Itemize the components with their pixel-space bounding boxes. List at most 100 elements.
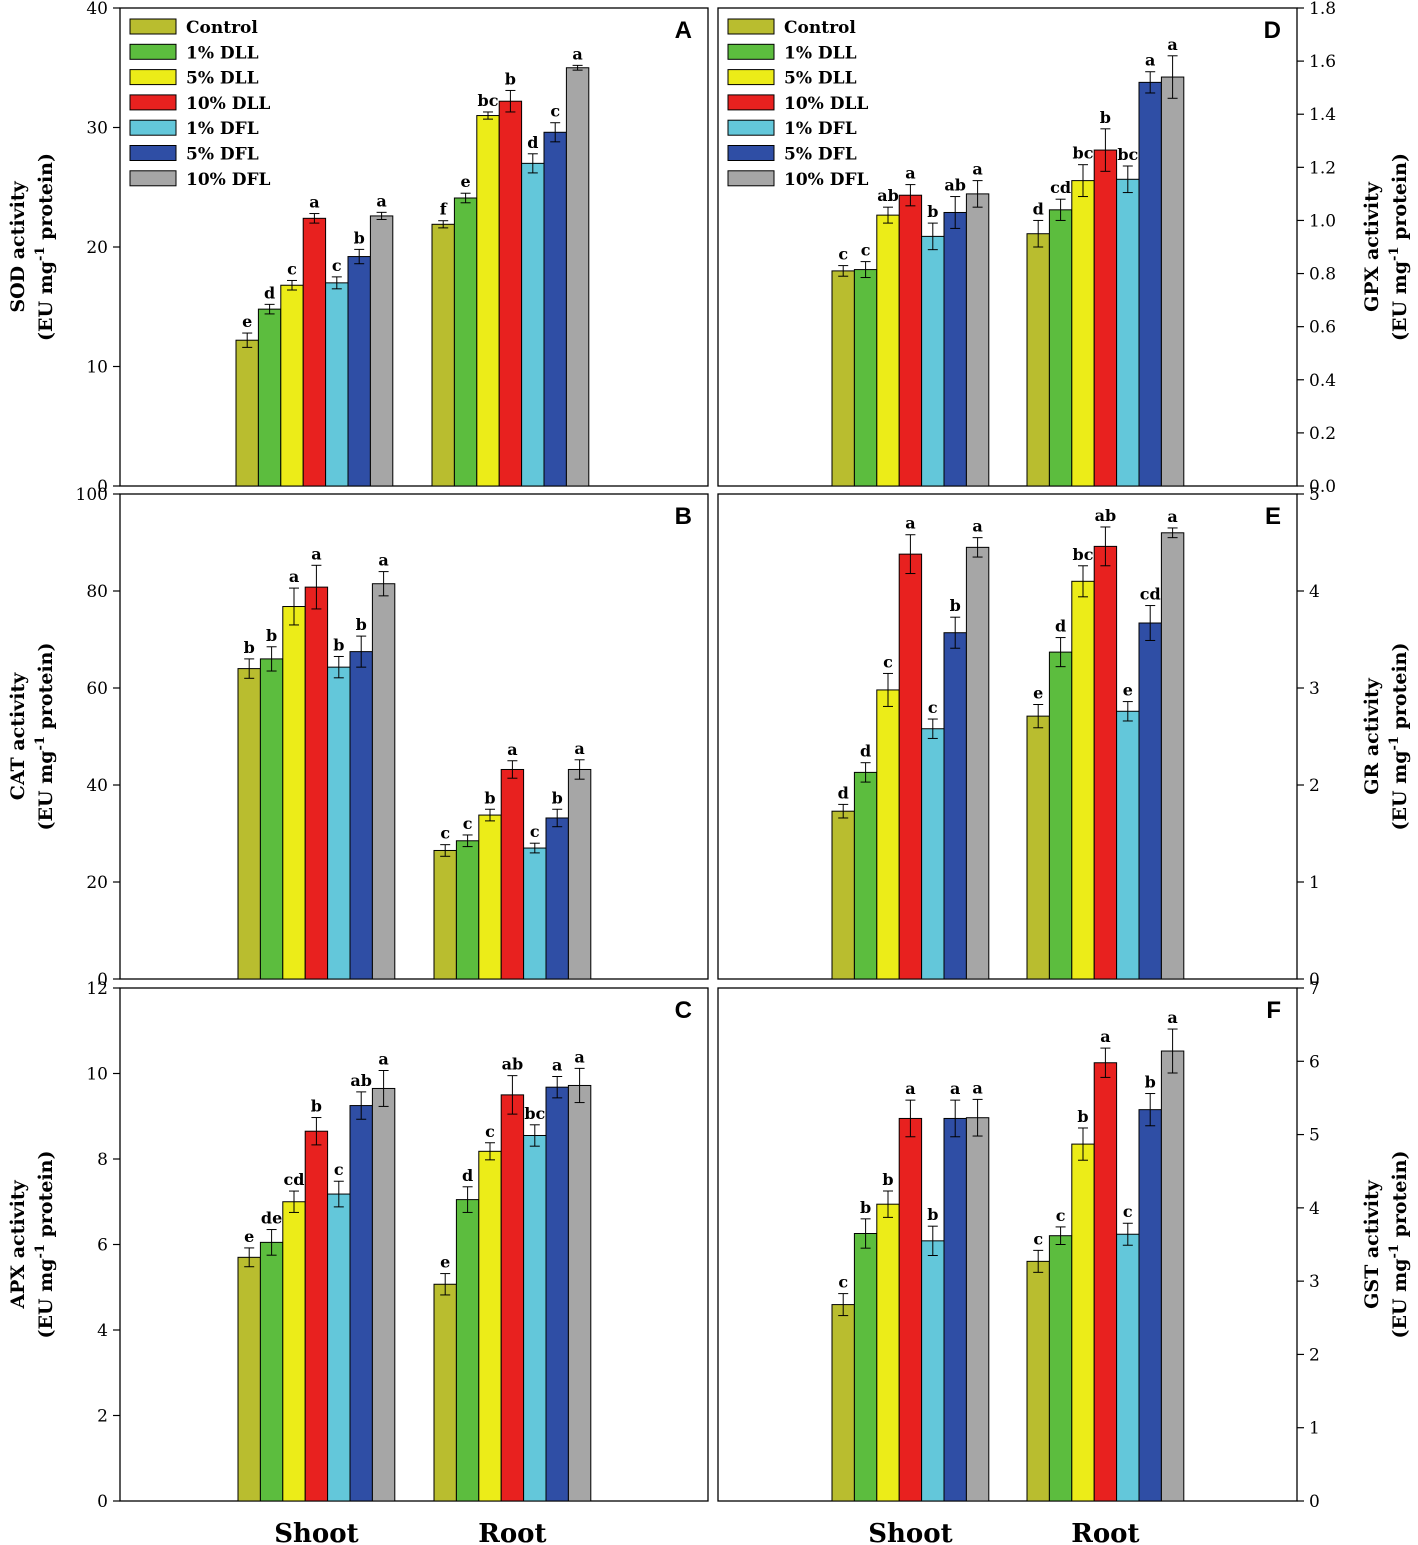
bar — [567, 1084, 592, 1502]
y-axis-title: SOD activity — [7, 180, 29, 312]
y-tick-label: 0.2 — [1309, 424, 1336, 444]
significance-label: b — [354, 228, 365, 247]
legend-label: 10% DLL — [784, 94, 868, 114]
bar — [304, 586, 329, 980]
y-tick-label: 1.0 — [1309, 211, 1336, 231]
significance-label: d — [462, 1166, 473, 1185]
significance-label: de — [261, 1209, 282, 1228]
legend-swatch — [129, 94, 177, 111]
bar — [876, 1203, 900, 1502]
y-tick-label: 3 — [1309, 679, 1320, 699]
significance-label: ab — [1095, 506, 1117, 525]
significance-label: b — [244, 638, 255, 657]
significance-label: bc — [1073, 144, 1094, 163]
legend-swatch — [129, 119, 177, 136]
bar — [282, 1201, 306, 1502]
bar — [259, 658, 284, 980]
significance-label: a — [905, 164, 915, 183]
legend-swatch — [129, 69, 177, 86]
bar — [965, 1117, 990, 1502]
y-axis-unit-sup: -1 — [1387, 1244, 1402, 1258]
y-tick-label: 7 — [1309, 979, 1320, 999]
bar — [1048, 209, 1073, 487]
bar — [943, 1117, 967, 1502]
bar — [521, 162, 545, 487]
bar — [1138, 622, 1162, 980]
y-axis-unit-sup: -1 — [33, 246, 48, 260]
significance-label: c — [334, 1160, 344, 1179]
y-tick-label: 0.0 — [1309, 477, 1336, 497]
y-axis-unit-post: protein) — [35, 643, 57, 736]
significance-label: b — [505, 69, 516, 88]
bar — [543, 131, 567, 487]
significance-label: c — [861, 241, 871, 260]
bar — [965, 546, 990, 980]
significance-label: c — [485, 1122, 495, 1141]
bar — [478, 814, 502, 980]
bar — [965, 193, 990, 487]
bar — [349, 651, 373, 980]
significance-label: a — [507, 740, 517, 759]
y-axis-unit-pre: (EU mg — [35, 1258, 57, 1338]
y-tick-label: 0 — [97, 1492, 108, 1512]
significance-label: a — [1145, 51, 1155, 70]
significance-label: a — [378, 551, 388, 570]
legend-swatch — [727, 69, 775, 86]
legend-label: 1% DFL — [186, 119, 259, 139]
bar — [325, 282, 349, 487]
y-tick-label: 4 — [1309, 1199, 1320, 1219]
y-axis-unit-sup: -1 — [1387, 736, 1402, 750]
significance-label: c — [838, 1273, 848, 1292]
bar — [1048, 1235, 1073, 1502]
legend-swatch — [129, 170, 177, 187]
y-axis-unit: (EU mg-1 protein) — [33, 153, 57, 341]
legend-label: Control — [186, 18, 258, 38]
panel-letter: E — [1265, 503, 1281, 530]
significance-label: e — [1033, 683, 1043, 702]
significance-label: a — [972, 160, 982, 179]
bar — [304, 1130, 329, 1502]
y-axis-unit-pre: (EU mg — [1389, 750, 1411, 830]
legend-label: 5% DFL — [784, 145, 857, 165]
bar — [327, 666, 351, 980]
significance-label: b — [927, 202, 938, 221]
significance-label: b — [860, 1198, 871, 1217]
x-category-label: Shoot — [868, 1519, 952, 1545]
significance-label: b — [927, 1205, 938, 1224]
y-tick-label: 4 — [97, 1321, 108, 1341]
significance-label: e — [244, 1227, 254, 1246]
y-tick-label: 0 — [97, 970, 108, 990]
bar — [1116, 710, 1140, 980]
panel-d: 0.0 0.2 0.4 0.6 0.8 1.0 1.2 1.4 1.6 1.8 GPX activi… — [717, 0, 1411, 497]
y-tick-label: 60 — [86, 679, 108, 699]
significance-label: a — [905, 514, 915, 533]
y-tick-label: 2 — [97, 1407, 108, 1427]
plot-frame — [119, 987, 709, 1502]
legend-swatch — [727, 145, 775, 161]
y-axis-title: CAT activity — [7, 672, 29, 800]
bar — [1138, 1109, 1162, 1502]
bar — [1093, 1062, 1118, 1502]
y-tick-label: 1.4 — [1309, 105, 1336, 125]
significance-label: c — [1056, 1206, 1066, 1225]
bar — [280, 284, 304, 487]
legend-label: 5% DLL — [186, 69, 259, 89]
y-tick-label: 10 — [86, 358, 108, 378]
y-axis-unit-pre: (EU mg — [1389, 261, 1411, 341]
significance-label: b — [333, 635, 344, 654]
significance-label: b — [882, 1170, 893, 1189]
plot-frame — [717, 987, 1298, 1502]
significance-label: a — [1167, 507, 1177, 526]
y-tick-label: 1 — [1309, 873, 1320, 893]
bar — [1048, 651, 1073, 980]
bar — [500, 1094, 525, 1502]
legend-swatch — [727, 18, 775, 35]
legend-label: 10% DFL — [186, 170, 271, 190]
bar — [831, 270, 855, 487]
legend-label: 10% DLL — [186, 94, 270, 114]
bar — [259, 1241, 284, 1502]
significance-label: cd — [1050, 178, 1071, 197]
bar — [371, 583, 396, 980]
legend-label: 5% DFL — [186, 145, 259, 165]
